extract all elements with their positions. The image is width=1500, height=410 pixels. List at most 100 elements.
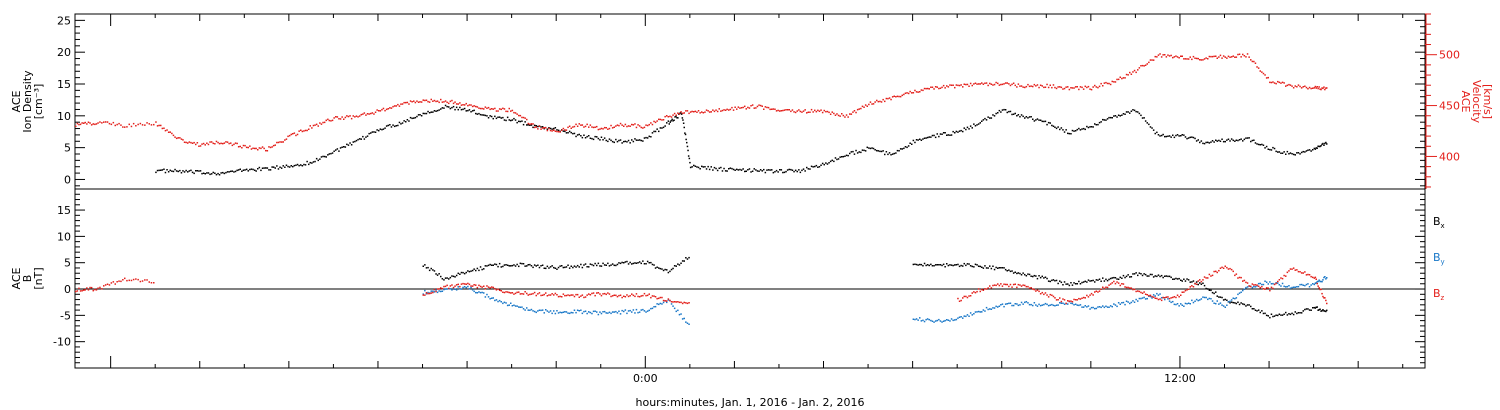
data-point bbox=[673, 265, 676, 267]
data-point bbox=[422, 265, 424, 267]
data-point bbox=[89, 286, 91, 289]
data-point bbox=[549, 129, 552, 132]
data-point bbox=[855, 149, 857, 152]
data-point bbox=[1269, 148, 1271, 151]
y-axis-label-left: [cm⁻³] bbox=[32, 84, 45, 120]
data-point bbox=[1081, 281, 1083, 284]
data-point bbox=[1035, 119, 1037, 121]
data-point bbox=[817, 166, 819, 168]
data-point bbox=[390, 126, 393, 128]
data-point bbox=[1300, 151, 1303, 154]
data-point bbox=[495, 117, 498, 120]
data-point bbox=[666, 115, 668, 117]
data-point bbox=[632, 124, 635, 126]
data-point bbox=[471, 289, 474, 291]
data-point bbox=[678, 313, 681, 316]
data-point bbox=[1148, 123, 1150, 126]
data-point bbox=[309, 161, 311, 164]
data-point bbox=[1024, 273, 1026, 276]
data-point bbox=[974, 125, 977, 127]
data-point bbox=[1261, 283, 1263, 286]
data-point bbox=[989, 117, 991, 119]
data-point bbox=[1008, 302, 1010, 305]
data-point bbox=[1071, 301, 1074, 303]
data-point bbox=[1094, 281, 1096, 283]
data-point bbox=[1180, 55, 1182, 57]
data-point bbox=[844, 116, 846, 118]
data-point bbox=[175, 137, 178, 140]
data-point bbox=[1315, 306, 1317, 308]
data-point bbox=[1221, 57, 1223, 59]
data-point bbox=[185, 169, 187, 172]
data-point bbox=[409, 116, 412, 119]
data-point bbox=[171, 132, 173, 135]
data-point bbox=[1289, 313, 1292, 316]
data-point bbox=[533, 310, 536, 313]
data-point bbox=[1149, 59, 1152, 61]
data-point bbox=[1047, 86, 1050, 89]
data-point bbox=[977, 123, 980, 125]
data-point bbox=[863, 149, 865, 152]
data-point bbox=[926, 264, 929, 266]
data-point bbox=[605, 312, 607, 314]
data-point bbox=[578, 310, 580, 312]
left-tick-label: 15 bbox=[57, 78, 71, 91]
data-point bbox=[603, 264, 606, 266]
data-point bbox=[1129, 276, 1131, 278]
data-point bbox=[193, 141, 195, 144]
data-point bbox=[1283, 82, 1285, 84]
data-point bbox=[440, 98, 442, 101]
data-point bbox=[551, 312, 553, 315]
data-point bbox=[1172, 278, 1174, 280]
data-point bbox=[977, 265, 980, 267]
data-point bbox=[473, 290, 475, 293]
data-point bbox=[358, 138, 361, 140]
y-axis-label-left: Ion Density bbox=[21, 70, 34, 133]
data-point bbox=[885, 97, 888, 100]
data-point bbox=[734, 106, 736, 108]
data-point bbox=[589, 311, 592, 314]
data-point bbox=[1038, 119, 1040, 121]
data-point bbox=[500, 117, 502, 119]
data-point bbox=[600, 265, 603, 267]
data-point bbox=[958, 300, 961, 302]
data-point bbox=[1124, 303, 1126, 306]
data-point bbox=[401, 103, 404, 105]
data-point bbox=[1281, 282, 1284, 285]
data-point bbox=[1208, 142, 1211, 144]
data-point bbox=[150, 282, 153, 284]
data-point bbox=[1313, 87, 1316, 89]
data-point bbox=[578, 296, 580, 298]
data-point bbox=[1054, 297, 1056, 299]
data-point bbox=[1041, 275, 1043, 278]
data-point bbox=[673, 119, 675, 121]
data-point bbox=[610, 264, 612, 266]
data-point bbox=[530, 293, 533, 295]
data-point bbox=[1105, 286, 1107, 288]
data-point bbox=[212, 142, 214, 145]
data-point bbox=[234, 142, 237, 144]
data-point bbox=[272, 144, 275, 147]
data-point bbox=[1001, 267, 1004, 269]
data-point bbox=[1070, 302, 1072, 304]
data-point bbox=[1016, 115, 1018, 117]
data-point bbox=[1079, 304, 1082, 306]
data-point bbox=[1009, 302, 1012, 304]
data-point bbox=[1156, 56, 1158, 58]
data-point bbox=[1022, 272, 1024, 274]
data-point bbox=[1250, 140, 1252, 143]
data-point bbox=[825, 110, 827, 113]
data-point bbox=[968, 315, 970, 317]
data-point bbox=[422, 112, 424, 115]
data-point bbox=[992, 265, 994, 267]
data-point bbox=[545, 127, 547, 129]
data-point bbox=[863, 106, 865, 108]
data-point bbox=[1032, 118, 1034, 120]
data-point bbox=[666, 300, 668, 302]
data-point bbox=[729, 167, 732, 169]
data-point bbox=[144, 124, 146, 126]
data-point bbox=[1200, 59, 1203, 61]
data-point bbox=[613, 294, 615, 296]
data-point bbox=[459, 288, 461, 290]
